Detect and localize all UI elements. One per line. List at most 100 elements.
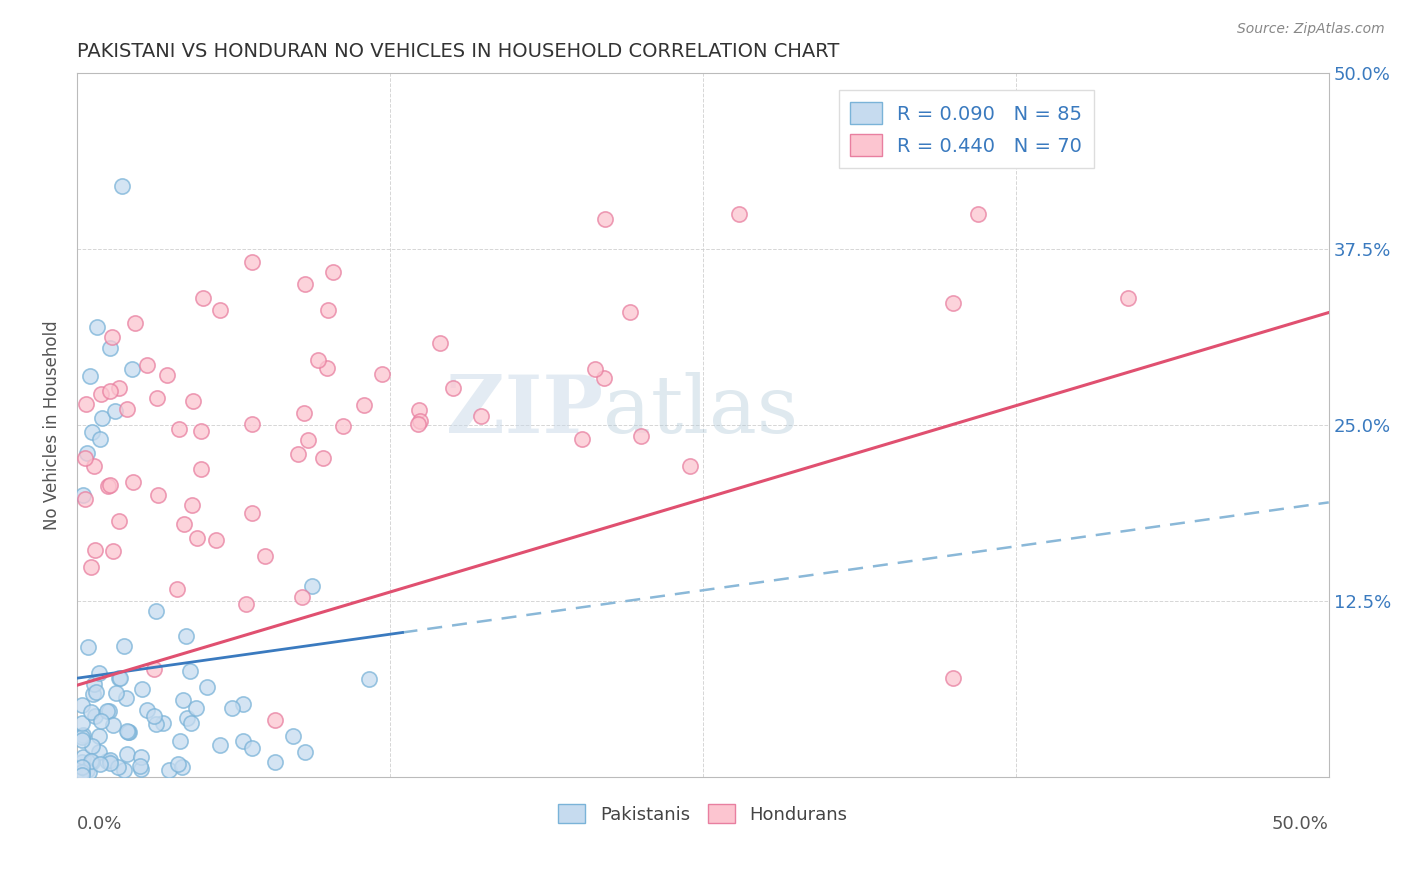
Point	[148, 488, 170, 502]
Point	[359, 673, 381, 687]
Point	[121, 361, 143, 376]
Point	[332, 418, 354, 433]
Point	[70, 760, 93, 774]
Point	[87, 666, 110, 681]
Text: Source: ZipAtlas.com: Source: ZipAtlas.com	[1237, 22, 1385, 37]
Point	[117, 747, 139, 761]
Point	[89, 729, 111, 743]
Point	[70, 767, 93, 781]
Point	[312, 451, 335, 466]
Point	[112, 639, 135, 653]
Point	[77, 765, 100, 780]
Point	[291, 590, 314, 604]
Point	[91, 411, 114, 425]
Point	[264, 755, 287, 769]
Text: ZIP: ZIP	[446, 372, 603, 450]
Point	[100, 329, 122, 343]
Point	[135, 358, 157, 372]
Point	[190, 424, 212, 438]
Point	[135, 703, 157, 717]
Point	[70, 765, 93, 780]
Point	[108, 514, 131, 528]
Point	[176, 711, 198, 725]
Point	[441, 381, 464, 395]
Point	[98, 341, 121, 355]
Point	[406, 417, 429, 432]
Point	[316, 360, 339, 375]
Point	[727, 207, 749, 221]
Text: PAKISTANI VS HONDURAN NO VEHICLES IN HOUSEHOLD CORRELATION CHART: PAKISTANI VS HONDURAN NO VEHICLES IN HOU…	[77, 42, 839, 61]
Point	[97, 704, 120, 718]
Point	[593, 371, 616, 385]
Point	[72, 488, 94, 502]
Point	[131, 681, 153, 696]
Point	[124, 317, 146, 331]
Point	[429, 336, 451, 351]
Point	[98, 753, 121, 767]
Point	[70, 755, 93, 769]
Point	[209, 738, 232, 752]
Point	[186, 701, 208, 715]
Point	[173, 517, 195, 532]
Point	[108, 671, 131, 685]
Point	[145, 716, 167, 731]
Point	[240, 740, 263, 755]
Point	[82, 425, 104, 439]
Point	[231, 697, 253, 711]
Point	[142, 709, 165, 723]
Point	[287, 447, 309, 461]
Point	[101, 544, 124, 558]
Point	[80, 560, 103, 574]
Point	[83, 677, 105, 691]
Point	[107, 760, 129, 774]
Point	[79, 368, 101, 383]
Point	[470, 409, 492, 423]
Point	[90, 387, 112, 401]
Point	[105, 686, 128, 700]
Point	[318, 303, 340, 318]
Point	[583, 361, 606, 376]
Point	[353, 398, 375, 412]
Legend: Pakistanis, Hondurans: Pakistanis, Hondurans	[551, 797, 855, 830]
Point	[84, 708, 107, 723]
Point	[84, 542, 107, 557]
Text: 50.0%: 50.0%	[1272, 815, 1329, 833]
Point	[157, 764, 180, 778]
Point	[294, 406, 316, 420]
Point	[167, 757, 190, 772]
Point	[80, 755, 103, 769]
Point	[77, 640, 100, 654]
Point	[86, 319, 108, 334]
Point	[87, 745, 110, 759]
Point	[181, 393, 204, 408]
Point	[75, 397, 97, 411]
Point	[176, 629, 198, 643]
Point	[100, 384, 122, 398]
Point	[84, 685, 107, 699]
Point	[80, 705, 103, 719]
Point	[90, 714, 112, 728]
Point	[180, 498, 202, 512]
Point	[166, 582, 188, 596]
Point	[112, 764, 135, 778]
Point	[172, 759, 194, 773]
Point	[221, 701, 243, 715]
Point	[131, 749, 153, 764]
Point	[172, 693, 194, 707]
Point	[72, 749, 94, 764]
Point	[232, 734, 254, 748]
Point	[179, 664, 201, 678]
Point	[152, 716, 174, 731]
Point	[208, 303, 231, 318]
Point	[70, 715, 93, 730]
Point	[169, 734, 191, 748]
Point	[96, 704, 118, 718]
Point	[107, 381, 129, 395]
Point	[242, 254, 264, 268]
Point	[169, 422, 191, 436]
Point	[191, 291, 214, 305]
Point	[89, 756, 111, 771]
Point	[942, 671, 965, 685]
Point	[145, 604, 167, 618]
Point	[98, 477, 121, 491]
